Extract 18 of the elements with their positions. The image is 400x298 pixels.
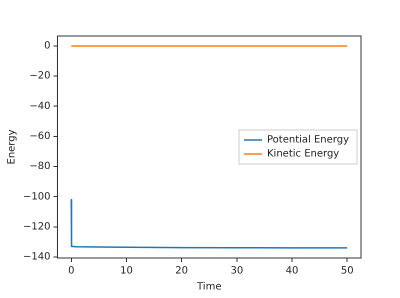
y-tick-label: −100 bbox=[22, 191, 50, 202]
x-tick-label: 30 bbox=[230, 266, 244, 277]
x-tick-label: 0 bbox=[68, 266, 74, 277]
x-tick-label: 20 bbox=[175, 266, 188, 277]
y-tick-label: −140 bbox=[22, 252, 50, 263]
y-tick-label: −40 bbox=[29, 100, 50, 112]
y-tick-label: −120 bbox=[22, 221, 50, 232]
y-tick-label: −80 bbox=[29, 161, 50, 172]
x-axis-title: Time bbox=[196, 282, 222, 293]
x-tick-label: 10 bbox=[120, 266, 133, 277]
x-tick-label: 50 bbox=[340, 266, 354, 277]
legend-label: Potential Energy bbox=[267, 134, 350, 146]
y-tick-label: −20 bbox=[29, 70, 50, 82]
y-tick-label: −60 bbox=[29, 130, 50, 142]
y-tick-label: 0 bbox=[44, 40, 50, 52]
x-tick-label: 40 bbox=[286, 266, 298, 277]
y-axis-title: Energy bbox=[6, 129, 18, 165]
legend-label: Kinetic Energy bbox=[267, 148, 340, 160]
